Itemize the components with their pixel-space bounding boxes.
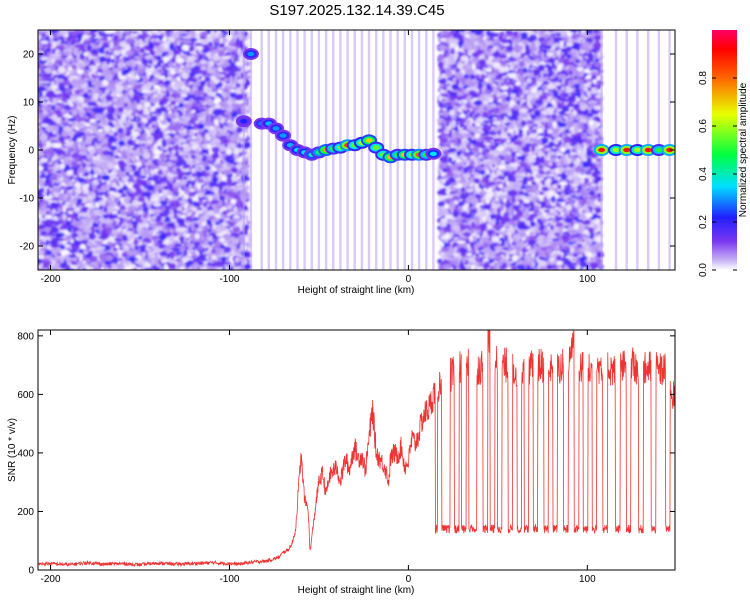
figure-title: S197.2025.132.14.39.C45 (269, 2, 444, 19)
spectrogram-noise-layer (38, 30, 604, 270)
